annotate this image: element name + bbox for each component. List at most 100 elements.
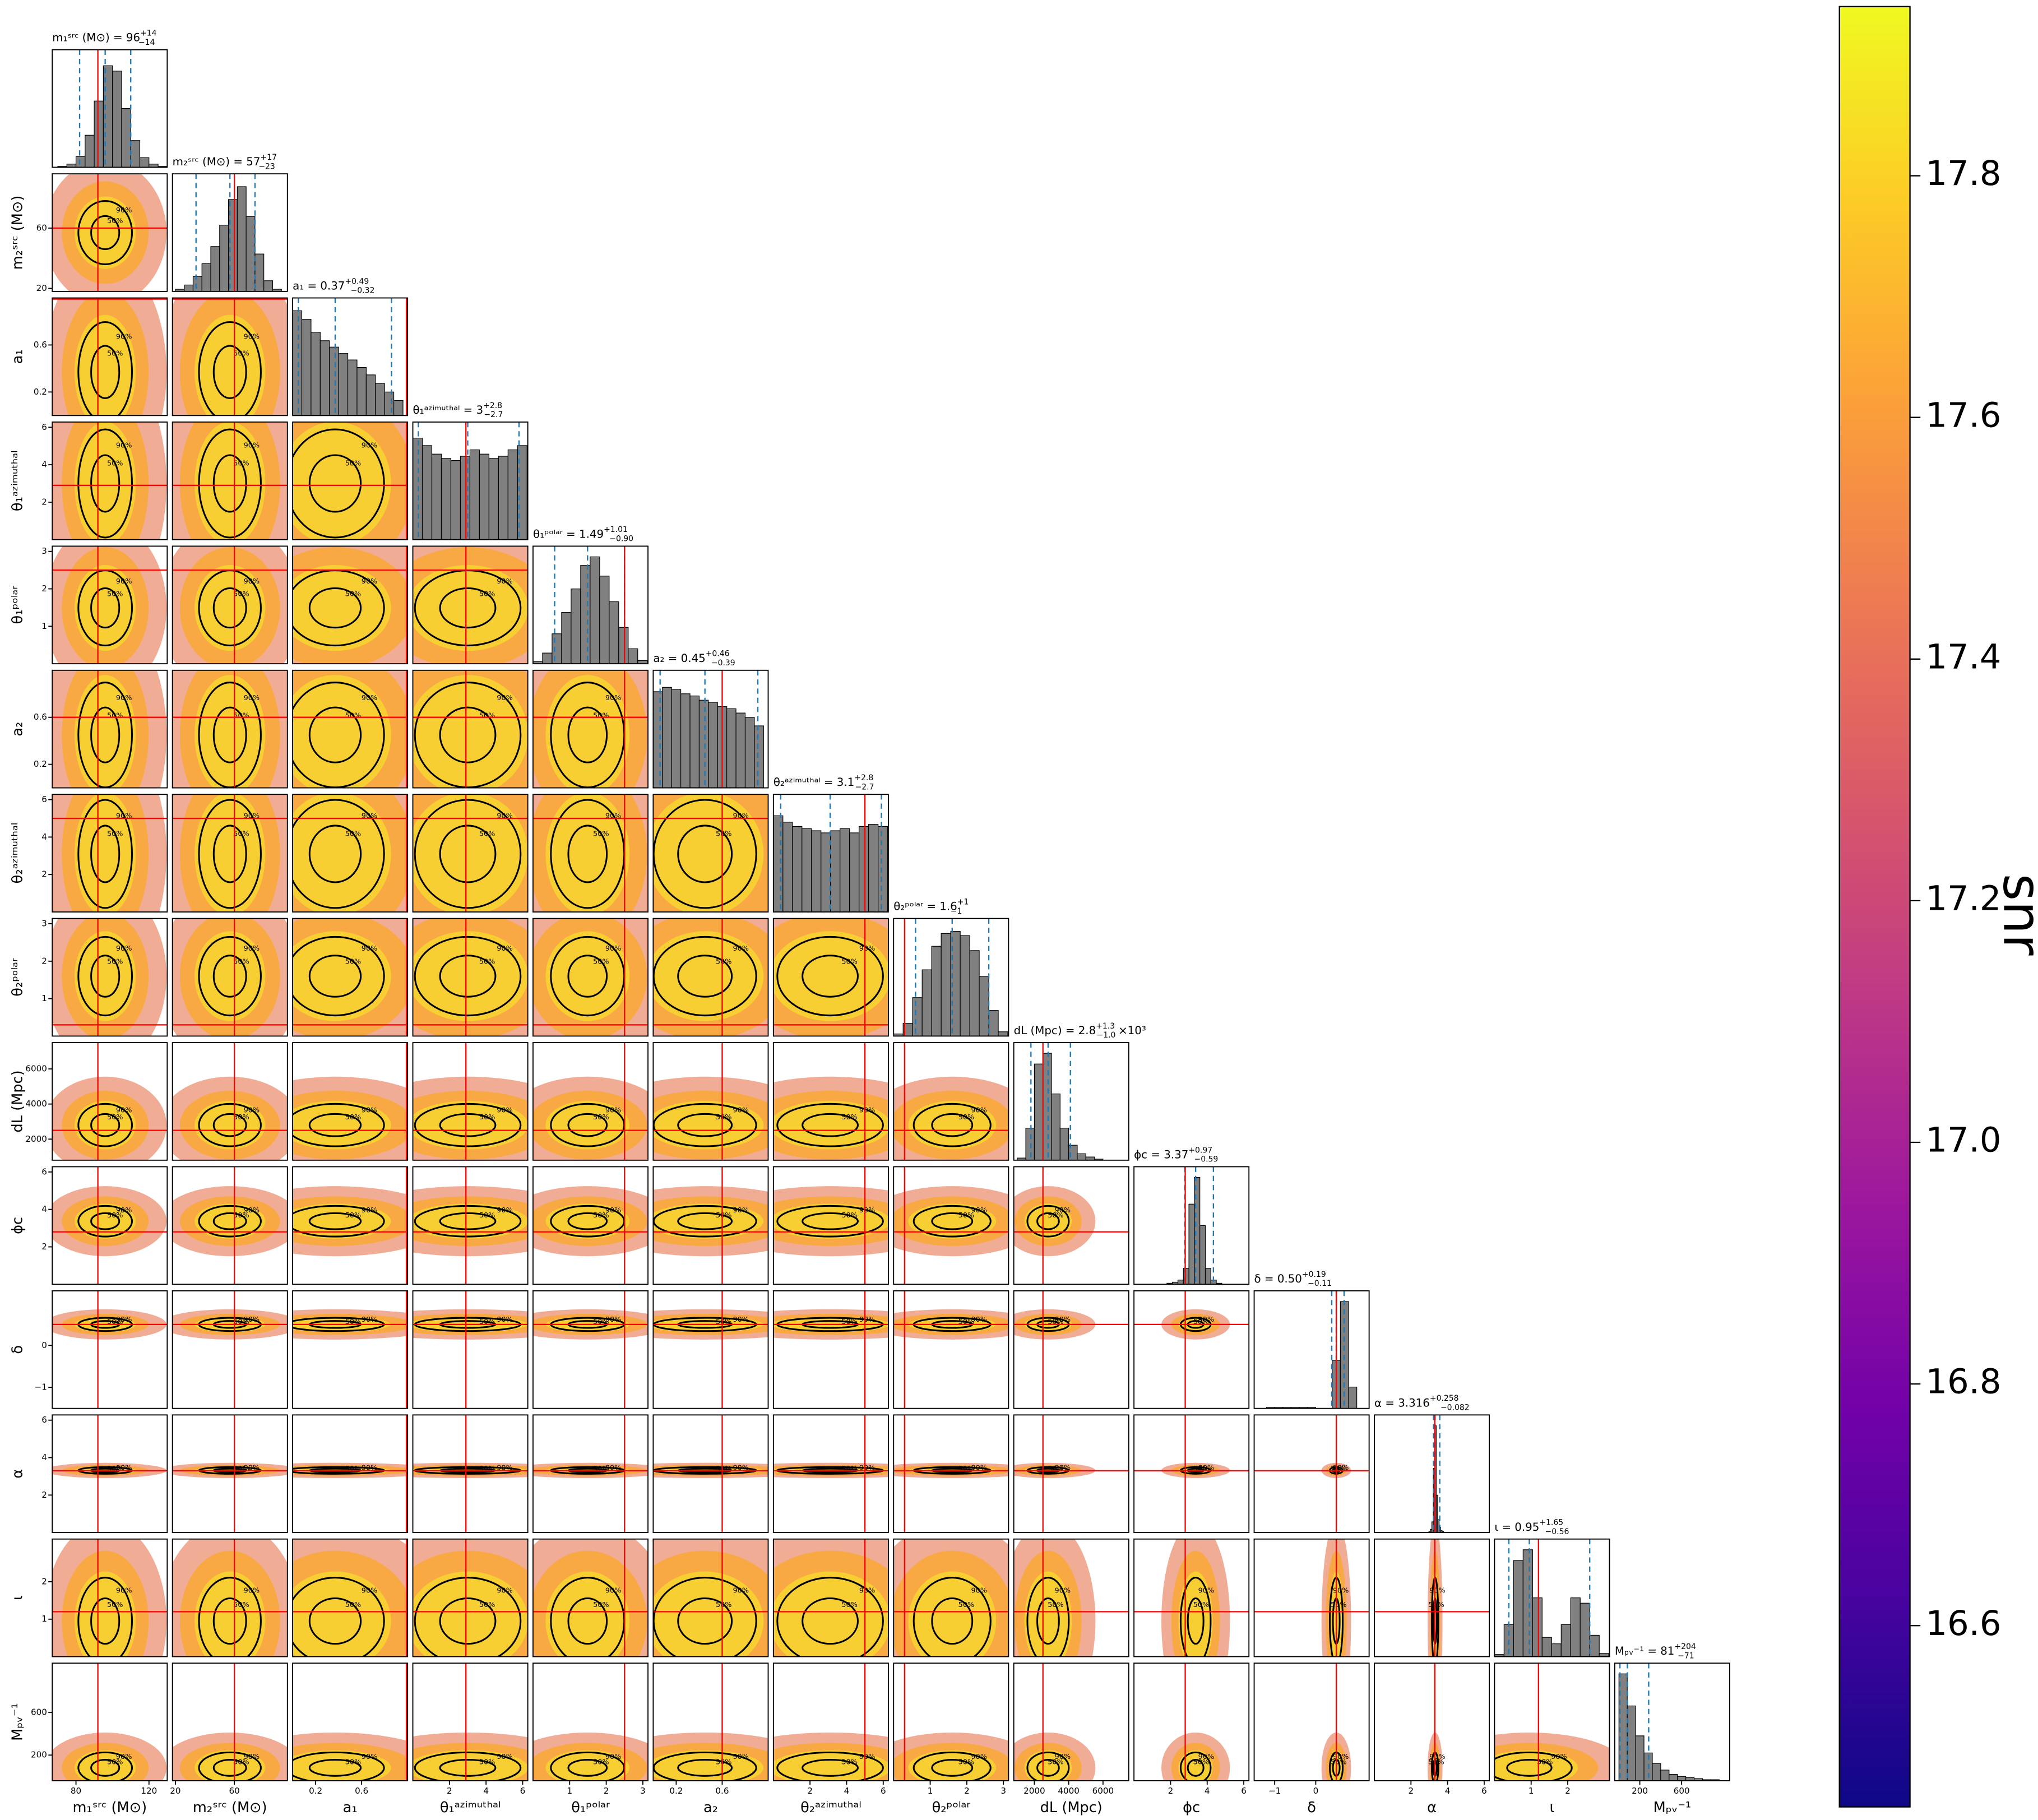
panel: 50%90% [293,1043,408,1160]
x-tick-label: 2000 [1023,1786,1045,1796]
contour-label: 90% [116,1206,132,1215]
y-axis-label: ι [10,1595,26,1600]
panel: 50%90% [773,918,888,1036]
contour-label: 90% [244,694,260,702]
contour-label: 90% [1429,1753,1445,1761]
panel-frame [172,297,288,416]
x-tick-label: 600 [1674,1786,1690,1796]
panel: 50%90% [293,918,408,1036]
contour [439,1212,497,1230]
density-cloud [194,794,266,912]
panel: 50%90% [1494,1663,1610,1781]
y-tick-label: 0.2 [34,387,47,397]
contour [308,706,362,763]
panel-frame [772,1538,889,1657]
contour [776,1577,884,1657]
density-cloud [413,675,528,788]
contour [212,1758,247,1777]
panel: 50%90% [413,546,528,664]
panel: 50%90% [52,1166,168,1285]
hist-bar [1059,1128,1069,1160]
panel-frame [412,545,529,665]
contour-label: 50% [593,1758,609,1766]
hist-bar [121,108,131,168]
hist-bar [1522,1549,1533,1657]
hist-bar [628,648,638,664]
contour-label: 50% [958,1113,974,1122]
hist-bar [1199,1225,1206,1285]
hist-bar [921,969,932,1036]
contour-label: 90% [733,1106,749,1114]
panel-frame [772,1414,889,1534]
title-plus: +0.46 [706,650,730,659]
panel: 50%90% [172,1663,288,1781]
y-axis-label: θ₁ᵃᶻⁱᵐᵘᵗʰᵃˡ [10,451,26,511]
density-cloud [545,1101,630,1150]
panel: 50%90% [1161,1663,1230,1781]
density-cloud [413,1203,528,1239]
contour [567,1113,608,1137]
panel: 50%90% [293,422,408,540]
panel-frame [1133,1538,1250,1657]
contour-label: 90% [859,1206,875,1215]
panel: 50%90% [653,1663,768,1781]
title-plus: +2.8 [483,401,502,410]
panel-frame [772,794,889,913]
y-tick-label: 2 [41,956,47,966]
panel-frame [1374,1662,1490,1781]
title-minus: −0.56 [1545,1527,1569,1536]
x-tick-label: 0.2 [669,1786,683,1796]
panel-title: m₂ˢʳᶜ (M⊙) = 57+17 −23 [173,153,277,171]
panel-frame [652,669,769,789]
density-cloud [293,1203,391,1239]
colorbar-tick-label: 16.6 [1926,1604,2002,1643]
contour [212,1113,247,1137]
density-cloud [74,675,136,788]
hist-bar [561,612,572,664]
hist-bar [422,445,433,540]
panel: 50%90% [773,1043,888,1160]
y-axis-label: Mₚᵥ⁻¹ [10,1703,26,1741]
density-cloud [773,1203,888,1239]
hist-bar [821,832,831,912]
panel: 50%90% [773,1539,888,1657]
contour-label: 90% [605,694,621,702]
contour-label: 50% [1048,1211,1063,1220]
contour-label: 90% [244,812,260,820]
x-tick-label: 0.6 [355,1786,368,1796]
contour-label: 90% [497,812,512,820]
panel [532,546,648,664]
title-main: δ = 0.50 [1254,1272,1302,1285]
density-cloud [653,931,764,1021]
hist-bar [1677,1776,1687,1781]
hist-bar [662,687,672,788]
contour [439,955,497,998]
contour-label: 90% [733,1316,749,1324]
x-tick-label: 3 [640,1786,646,1796]
contour-label: 50% [345,830,361,839]
density-cloud [74,1101,136,1150]
contour-label: 50% [107,1113,123,1122]
contour [90,587,121,629]
hist-bar [1652,1763,1661,1781]
density-cloud [293,794,391,912]
density-cloud [413,931,528,1021]
panel-frame [532,1414,649,1534]
x-tick-label: 2 [1408,1786,1414,1796]
contour-label: 50% [345,1113,361,1122]
contour-label: 90% [244,1106,260,1114]
x-axis-label: θ₂ᵖᵒˡᵃʳ [932,1799,971,1816]
contour [567,1212,608,1230]
contour-label: 50% [233,1758,249,1766]
panel-frame [172,1538,288,1657]
hist-bar [488,458,499,540]
x-tick-label: 2 [964,1786,970,1796]
density-cloud [194,314,266,416]
contour-label: 90% [1333,1753,1349,1761]
contour-label: 50% [958,1211,974,1220]
panel [1618,1663,1720,1781]
x-tick-label: 6 [1481,1786,1487,1796]
contour-label: 90% [362,1316,377,1324]
contour-label: 90% [116,442,132,450]
colorbar-tick-label: 17.8 [1926,154,2002,193]
